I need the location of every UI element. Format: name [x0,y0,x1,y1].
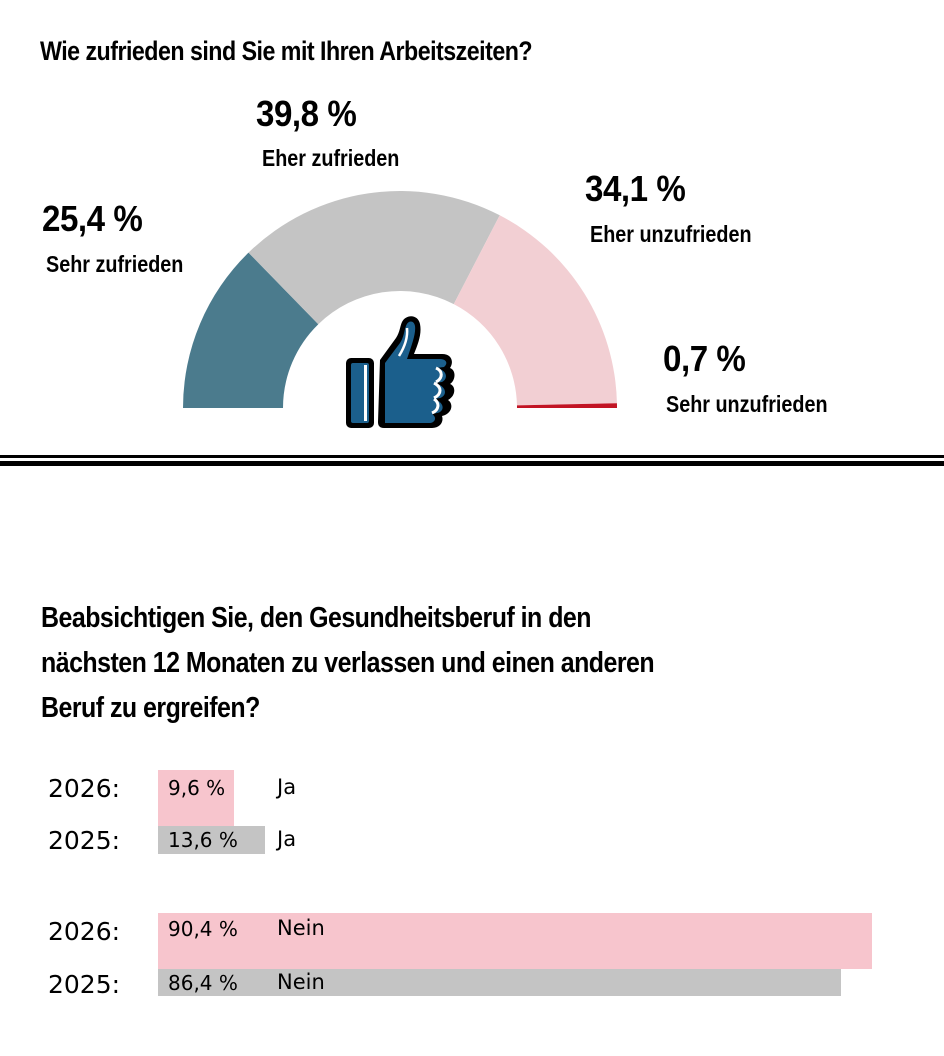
slice-value-eher-zufrieden: 39,8 % [256,93,357,134]
slice-label-eher-zufrieden: Eher zufrieden [262,145,400,171]
bar-chart-title-line: nächsten 12 Monaten zu verlassen und ein… [41,647,655,679]
year-label: 2026: [48,917,121,946]
answer-label-nein: Nein [277,916,325,940]
thumbs-up-icon [346,316,455,428]
slice-label-sehr-unzufrieden: Sehr unzufrieden [666,391,828,417]
bar-value: 13,6 % [168,828,238,852]
answer-label-ja: Ja [277,827,297,851]
bar-value: 86,4 % [168,971,238,995]
bar-nein-2025 [158,969,841,996]
bar-chart-title-line: Beruf zu ergreifen? [41,692,260,724]
gauge-slice-sehr-zufrieden [183,252,319,408]
satisfaction-gauge [183,190,617,428]
answer-label-ja: Ja [277,775,297,799]
slice-label-sehr-zufrieden: Sehr zufrieden [46,251,184,277]
gauge-slice-eher-unzufrieden [453,215,617,406]
slice-value-sehr-zufrieden: 25,4 % [42,198,143,239]
bar-value: 90,4 % [168,917,238,941]
gauge-slice-sehr-unzufrieden [516,403,617,408]
slice-value-eher-unzufrieden: 34,1 % [585,168,686,209]
bar-chart-title-line: Beabsichtigen Sie, den Gesundheitsberuf … [41,602,591,634]
year-label: 2026: [48,774,121,803]
bar-value: 9,6 % [168,776,226,800]
gauge-slice-eher-zufrieden [248,190,500,325]
bar-ja-2026 [158,770,234,826]
bar-nein-2026 [158,913,873,969]
gauge-title: Wie zufrieden sind Sie mit Ihren Arbeits… [40,36,533,66]
bar-chart-title: Beabsichtigen Sie, den Gesundheitsberuf … [41,596,781,731]
year-label: 2025: [48,970,121,999]
answer-label-nein: Nein [277,970,325,994]
section-divider-thin [0,455,944,458]
year-label: 2025: [48,826,121,855]
bar-ja-2025 [158,826,266,854]
slice-label-eher-unzufrieden: Eher unzufrieden [590,221,752,247]
slice-value-sehr-unzufrieden: 0,7 % [663,338,746,379]
section-divider-thick [0,461,944,466]
